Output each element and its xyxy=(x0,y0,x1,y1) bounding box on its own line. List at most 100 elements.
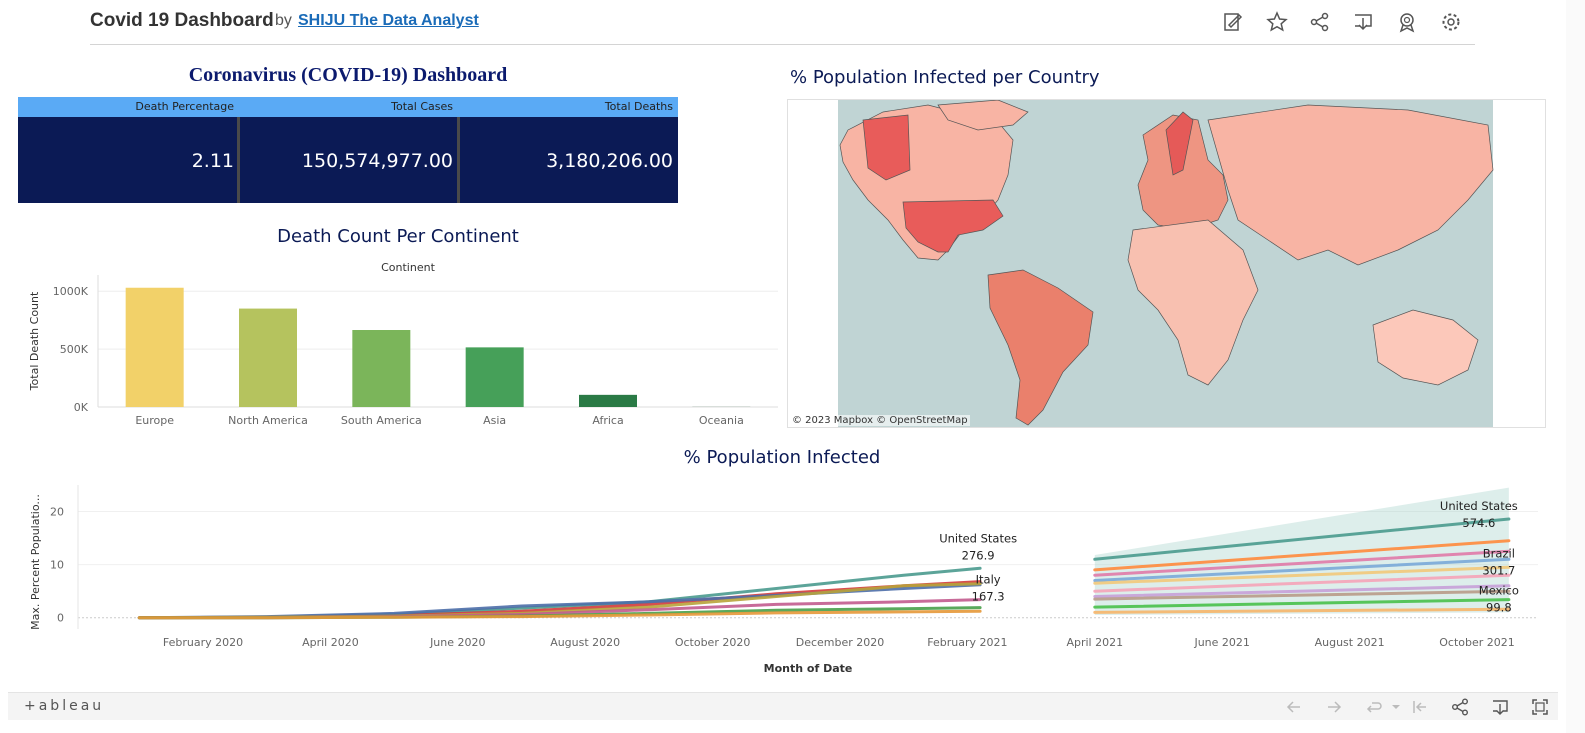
line-x-tick-label: August 2020 xyxy=(550,636,620,649)
dashboard-header: Covid 19 Dashboard by SHIJU The Data Ana… xyxy=(90,0,1475,45)
annotation-label: United States xyxy=(939,531,1017,545)
by-label: by xyxy=(275,12,292,29)
world-map-canvas[interactable] xyxy=(788,100,1546,428)
kpi-header-total-cases: Total Cases xyxy=(391,100,453,113)
chevron-down-icon[interactable] xyxy=(1386,697,1406,717)
forecast-band xyxy=(1094,487,1509,616)
africa-region[interactable] xyxy=(1127,219,1259,386)
redo-icon[interactable] xyxy=(1324,697,1344,717)
europe-region[interactable] xyxy=(1137,114,1229,231)
line-y-tick-label: 0 xyxy=(57,612,64,625)
bar-x-tick-label: South America xyxy=(341,414,422,427)
bar-x-tick-label: Asia xyxy=(483,414,506,427)
tableau-logo[interactable]: +ableau xyxy=(24,698,105,714)
line-x-tick-label: April 2020 xyxy=(302,636,359,649)
country-united-states[interactable] xyxy=(902,199,1004,253)
line-x-tick-label: April 2021 xyxy=(1066,636,1123,649)
greenland-region[interactable] xyxy=(937,100,1029,131)
series-line-8 xyxy=(1093,539,1511,572)
line-chart-title: % Population Infected xyxy=(683,447,881,468)
series-line-7 xyxy=(1093,517,1511,561)
kpi-title: Coronavirus (COVID-19) Dashboard xyxy=(188,64,508,86)
series-line-13 xyxy=(1093,584,1511,598)
edit-icon[interactable] xyxy=(1222,11,1244,33)
country-alaska[interactable] xyxy=(862,114,911,181)
line-x-tick-label: June 2020 xyxy=(429,636,485,649)
line-x-tick-label: October 2021 xyxy=(1439,636,1515,649)
country-sweden[interactable] xyxy=(1165,111,1194,176)
line-x-tick-label: December 2020 xyxy=(796,636,885,649)
bar-x-tick-label: Africa xyxy=(592,414,623,427)
kpi-header-row: Death Percentage Total Cases Total Death… xyxy=(18,97,678,117)
bar-south-america xyxy=(352,330,411,407)
bar-x-tick-label: Oceania xyxy=(699,414,744,427)
bar-y-tick-label: 500K xyxy=(60,343,89,356)
map-title: % Population Infected per Country xyxy=(790,67,1100,88)
annotation-value: 574.6 xyxy=(1462,516,1495,530)
line-x-tick-label: June 2021 xyxy=(1193,636,1249,649)
bar-y-tick-label: 1000K xyxy=(53,285,89,298)
annotation-label: Mexico xyxy=(1479,584,1519,598)
author-link[interactable]: SHIJU The Data Analyst xyxy=(298,12,479,29)
footer-download-icon[interactable] xyxy=(1490,697,1510,717)
tableau-footer: +ableau xyxy=(8,692,1558,720)
series-line-6 xyxy=(137,609,982,620)
kpi-header-total-deaths: Total Deaths xyxy=(604,100,673,113)
bar-north-america xyxy=(239,308,297,407)
annotation-label: Italy xyxy=(976,573,1001,587)
series-line-16 xyxy=(1093,607,1511,614)
favorite-star-icon[interactable] xyxy=(1266,11,1288,33)
dashboard-title: Covid 19 Dashboard xyxy=(90,10,274,31)
kpi-separator xyxy=(237,117,240,203)
badge-icon[interactable] xyxy=(1396,11,1418,33)
australia-region[interactable] xyxy=(1372,309,1479,386)
world-map[interactable]: © 2023 Mapbox © OpenStreetMap xyxy=(787,99,1546,428)
bar-africa xyxy=(579,394,637,407)
line-y-tick-label: 10 xyxy=(50,559,64,572)
series-line-15 xyxy=(1093,598,1511,609)
kpi-value-total-deaths: 3,180,206.00 xyxy=(546,150,673,172)
line-x-tick-label: October 2020 xyxy=(675,636,751,649)
series-line-14 xyxy=(1093,589,1511,601)
series-line-10 xyxy=(1093,557,1511,582)
bar-europe xyxy=(125,287,184,407)
bar-column-header: Continent xyxy=(381,261,435,274)
bar-x-tick-label: North America xyxy=(228,414,308,427)
undo-icon[interactable] xyxy=(1284,697,1304,717)
revert-all-icon[interactable] xyxy=(1410,697,1430,717)
annotation-label: United States xyxy=(1440,499,1518,513)
annotation-value: 167.3 xyxy=(972,590,1005,604)
vertical-scrollbar[interactable] xyxy=(1566,0,1585,733)
bar-y-tick-label: 0K xyxy=(74,401,89,414)
kpi-header-death-percentage: Death Percentage xyxy=(135,100,234,113)
asia-region[interactable] xyxy=(1207,104,1494,266)
line-y-tick-label: 20 xyxy=(50,506,64,519)
annotation-value: 99.8 xyxy=(1486,601,1512,615)
annotation-value: 301.7 xyxy=(1482,563,1515,577)
line-x-tick-label: February 2020 xyxy=(163,636,243,649)
map-attribution[interactable]: © 2023 Mapbox © OpenStreetMap xyxy=(790,415,970,426)
share-icon[interactable] xyxy=(1309,11,1331,33)
download-icon[interactable] xyxy=(1352,11,1374,33)
settings-gear-icon[interactable] xyxy=(1440,11,1462,33)
south-america-region[interactable] xyxy=(987,269,1094,426)
bar-x-tick-label: Europe xyxy=(135,414,174,427)
kpi-value-death-percentage: 2.11 xyxy=(191,150,234,172)
fullscreen-icon[interactable] xyxy=(1530,697,1550,717)
kpi-value-total-cases: 150,574,977.00 xyxy=(301,150,453,172)
bar-y-axis-label: Total Death Count xyxy=(28,291,41,391)
kpi-values-row: 2.11 150,574,977.00 3,180,206.00 xyxy=(18,117,678,203)
line-x-tick-label: February 2021 xyxy=(927,636,1007,649)
series-line-12 xyxy=(1093,573,1511,593)
line-x-axis-label: Month of Date xyxy=(764,662,853,675)
bar-asia xyxy=(465,347,524,407)
footer-share-icon[interactable] xyxy=(1450,697,1470,717)
annotation-label: Brazil xyxy=(1483,546,1515,560)
population-infected-line-chart[interactable]: 0 10 20 February 2020 April 2020 June 2020 Aug… xyxy=(18,475,1548,680)
line-x-tick-label: August 2021 xyxy=(1315,636,1385,649)
kpi-separator xyxy=(457,117,460,203)
death-count-bar-chart[interactable]: Continent 0K 500K 1000K Total Death Count Eur… xyxy=(18,255,780,435)
series-line-9 xyxy=(1093,549,1511,577)
revert-icon[interactable] xyxy=(1364,697,1384,717)
